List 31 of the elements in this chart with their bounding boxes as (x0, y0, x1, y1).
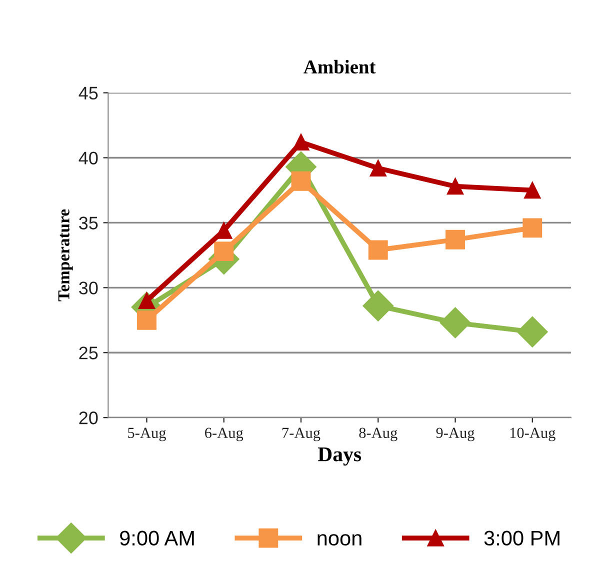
legend-label: noon (318, 534, 362, 546)
point (362, 290, 394, 322)
y-tick-label: 20 (79, 412, 98, 424)
x-axis-title: Days (318, 447, 362, 466)
point (446, 230, 465, 250)
point (440, 307, 471, 338)
y-tick-label: 30 (79, 282, 98, 294)
x-tick-label: 5-Aug (128, 428, 166, 442)
y-tick-label: 35 (79, 216, 98, 230)
point (368, 240, 388, 260)
y-axis-title: Temperature (58, 209, 73, 302)
y-tick-label: 25 (79, 346, 98, 360)
point (291, 171, 311, 191)
chart-title: Ambient (304, 60, 376, 74)
y-tick-label: 45 (78, 86, 98, 100)
x-tick-label: 6-Aug (205, 428, 244, 442)
point (137, 310, 156, 330)
legend-label: 9:00 AM (120, 530, 194, 546)
x-tick-label: 8-Aug (359, 428, 398, 442)
point (446, 178, 464, 195)
point (292, 134, 310, 151)
point (516, 316, 548, 348)
x-tick-label: 9-Aug (436, 428, 474, 442)
y-tick-label: 40 (78, 152, 98, 164)
point (522, 218, 542, 238)
point (370, 160, 386, 176)
point (214, 242, 234, 262)
x-tick-label: 7-Aug (282, 428, 320, 442)
point (524, 182, 541, 199)
x-tick-label: 10-Aug (510, 428, 556, 442)
legend-label: 3:00 PM (484, 530, 560, 546)
